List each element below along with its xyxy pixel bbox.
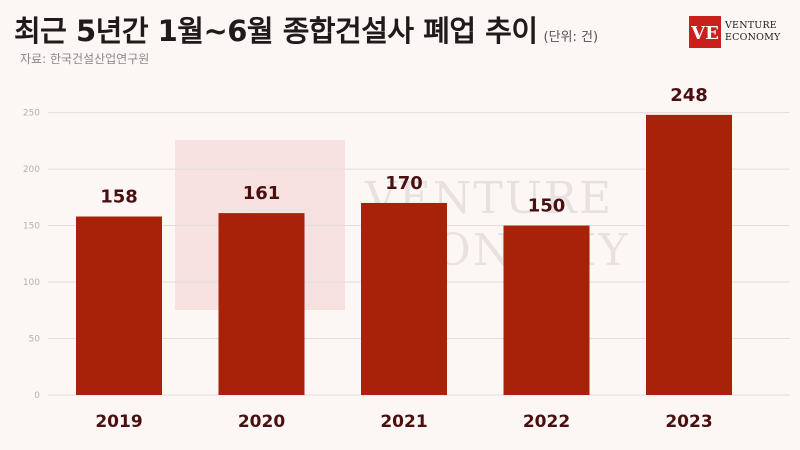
logo-mark-icon: VE xyxy=(689,16,721,48)
y-tick-label: 100 xyxy=(23,278,40,288)
x-tick-label-2023: 2023 xyxy=(665,412,712,432)
bars xyxy=(76,114,732,395)
data-label-2022: 150 xyxy=(528,196,566,217)
data-label-2021: 170 xyxy=(385,173,423,194)
y-tick-label: 150 xyxy=(23,222,40,232)
y-tick-label: 250 xyxy=(23,109,40,119)
bar-2021 xyxy=(361,202,447,395)
data-label-2020: 161 xyxy=(243,183,281,204)
title-row: 최근 5년간 1월~6월 종합건설사 폐업 추이 (단위: 건) xyxy=(14,8,598,50)
unit-label: (단위: 건) xyxy=(543,30,599,45)
x-tick-label-2020: 2020 xyxy=(238,412,285,432)
y-tick-label: 0 xyxy=(34,391,40,401)
page-title: 최근 5년간 1월~6월 종합건설사 폐업 추이 xyxy=(14,14,538,48)
svg-text:VE: VE xyxy=(691,23,719,44)
logo-text: VENTURE ECONOMY xyxy=(725,20,781,44)
bar-2020 xyxy=(218,213,305,395)
y-tick-label: 50 xyxy=(29,335,41,345)
source-label: 자료: 한국건설산업연구원 xyxy=(20,52,150,66)
data-labels: 158 161 170 150 248 xyxy=(100,85,708,217)
logo-line-2: ECONOMY xyxy=(725,32,781,43)
bar-2019 xyxy=(76,216,162,395)
logo-line-1: VENTURE xyxy=(725,20,777,31)
data-label-2019: 158 xyxy=(100,187,138,208)
y-tick-label: 200 xyxy=(23,165,40,175)
x-axis-ticks: 2019 2020 2021 2022 2023 xyxy=(95,412,712,432)
x-tick-label-2019: 2019 xyxy=(95,412,142,432)
data-label-2023: 248 xyxy=(670,85,708,106)
bar-2022 xyxy=(503,225,590,395)
x-tick-label-2022: 2022 xyxy=(523,412,570,432)
bar-2023 xyxy=(646,114,732,395)
logo: VE VENTURE ECONOMY xyxy=(689,16,781,48)
x-tick-label-2021: 2021 xyxy=(380,412,427,432)
